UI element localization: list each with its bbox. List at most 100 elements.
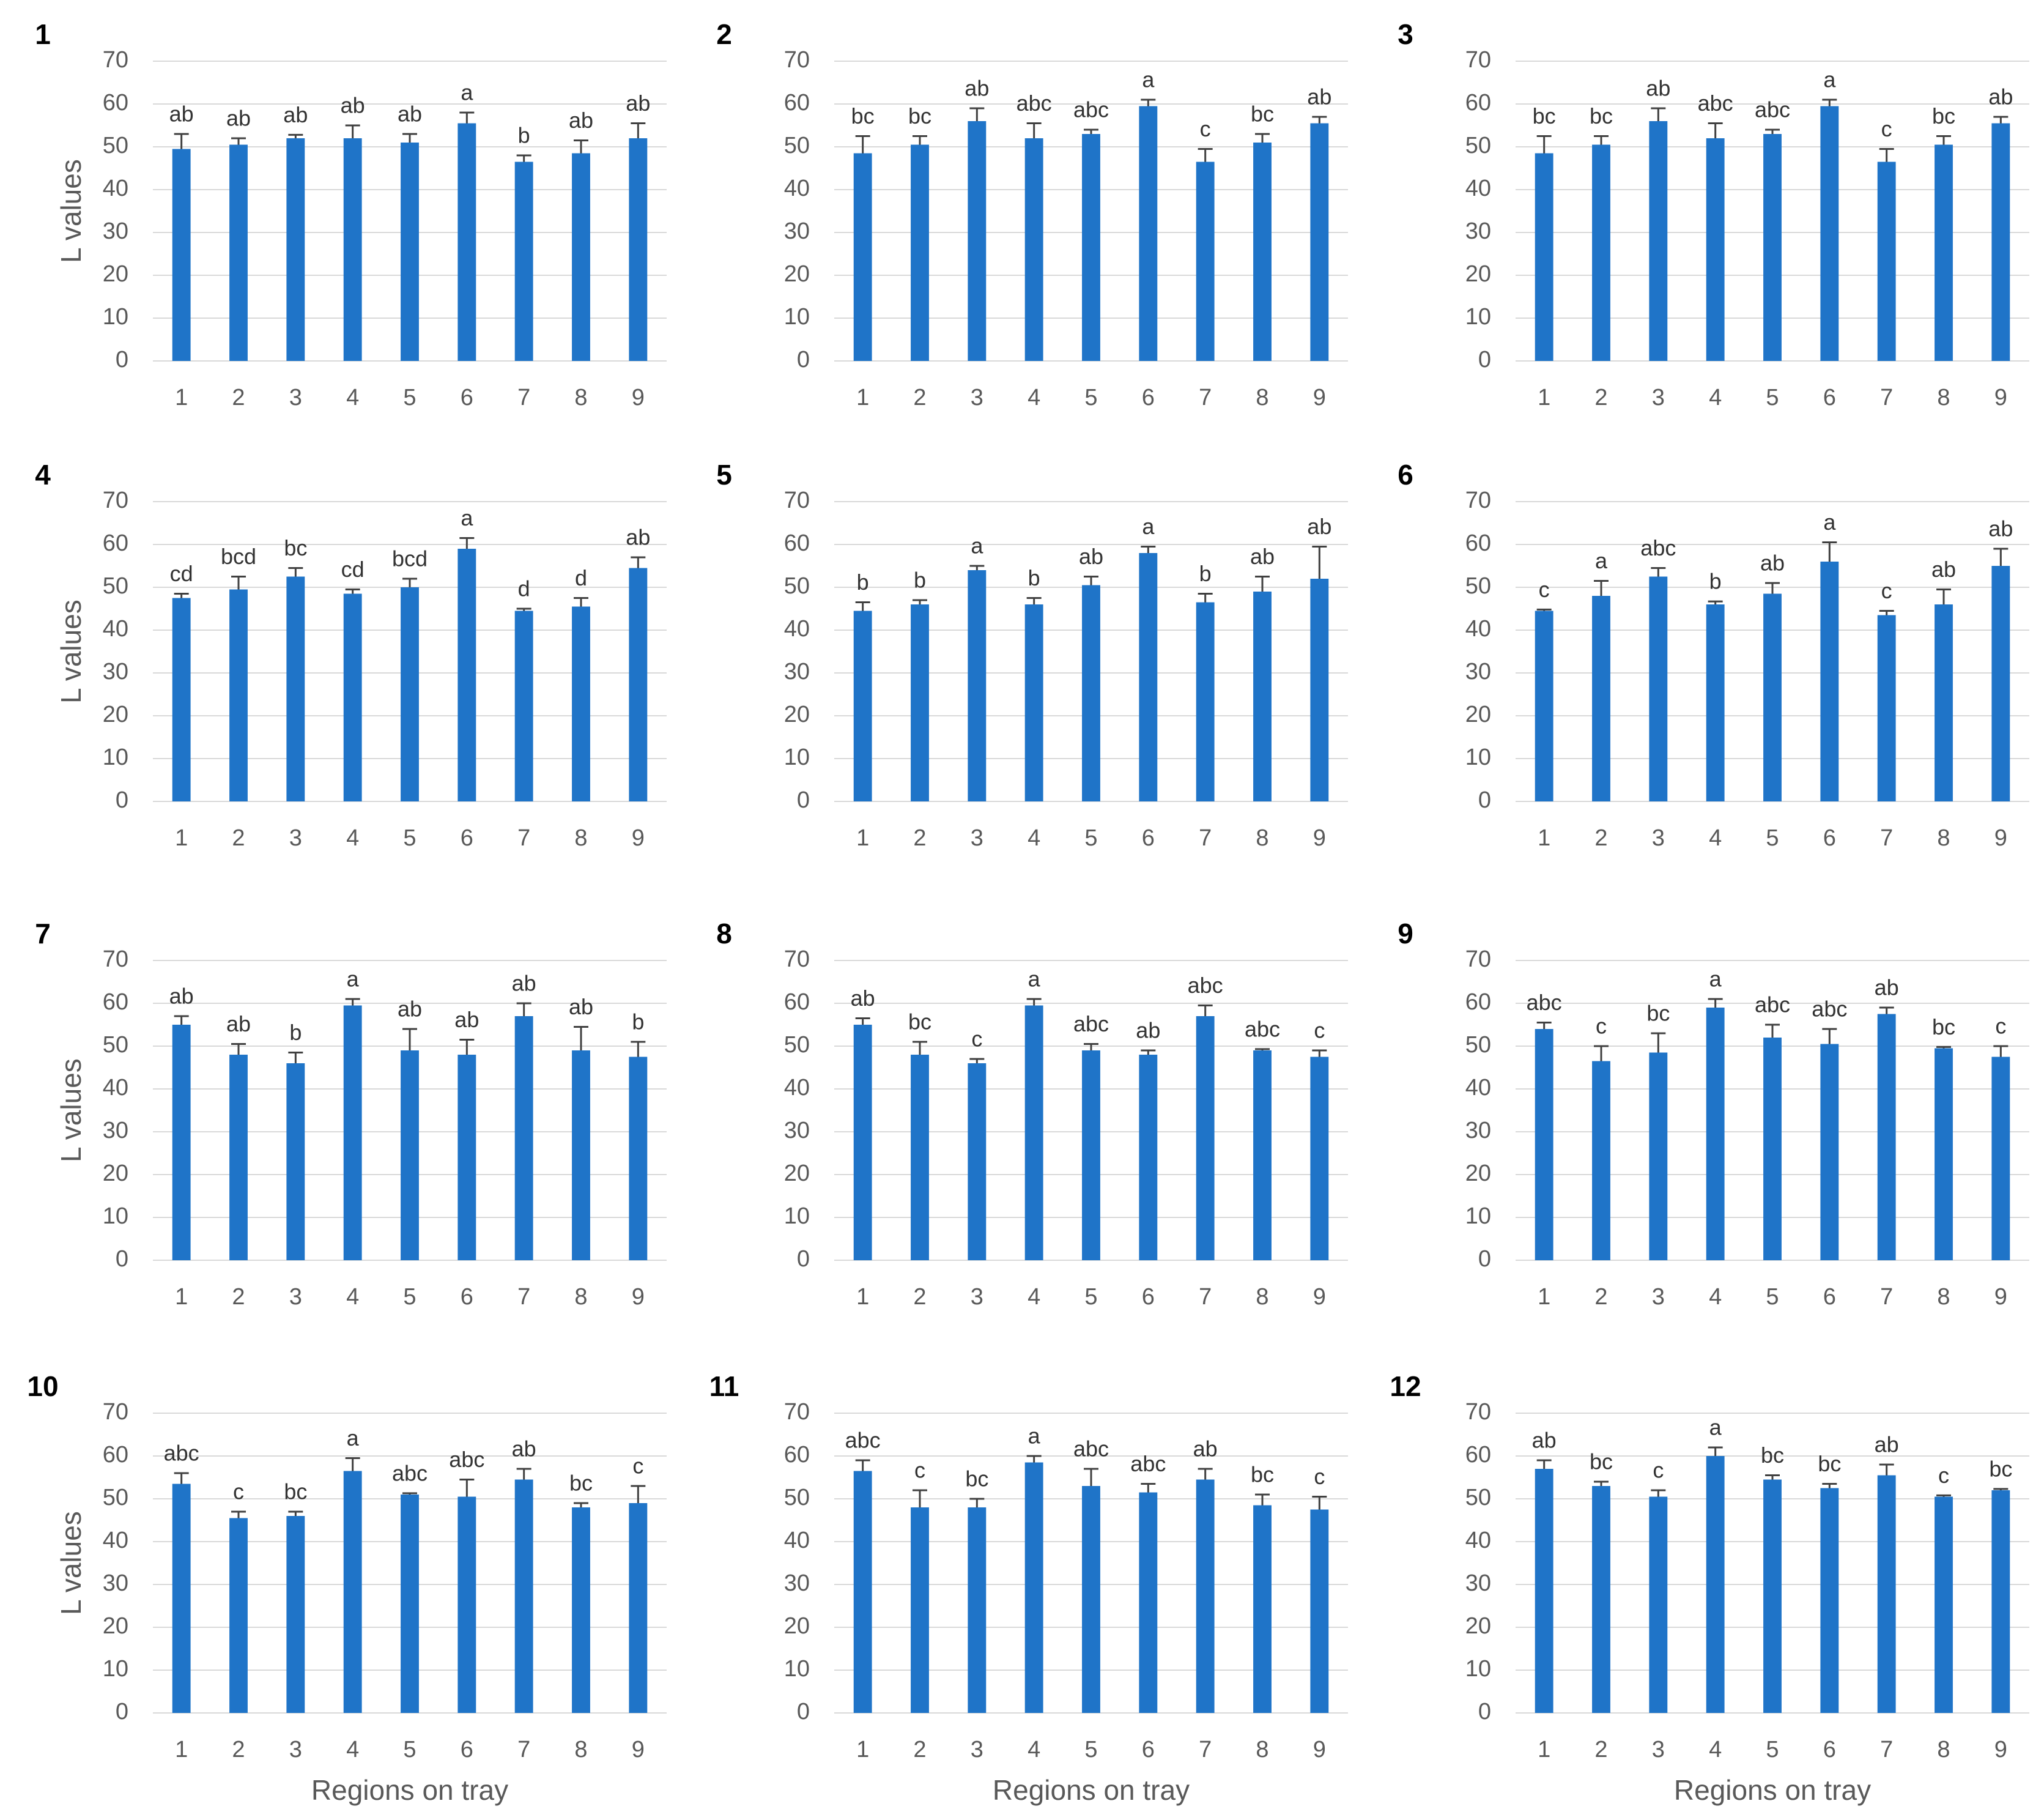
bar [1935, 1496, 1953, 1713]
significance-letter: bc [1761, 1443, 1784, 1468]
significance-letter: a [1823, 510, 1836, 535]
bar [343, 1005, 362, 1260]
y-tick-label: 0 [1478, 1246, 1491, 1272]
bar [401, 587, 419, 801]
bar [1763, 134, 1782, 361]
y-tick-label: 70 [1465, 1399, 1491, 1425]
x-tick-label: 9 [1313, 825, 1326, 851]
y-tick-label: 40 [784, 1075, 810, 1101]
significance-letter: bc [1932, 1014, 1955, 1039]
significance-letter: ab [283, 102, 308, 127]
significance-letter: c [1314, 1464, 1325, 1489]
significance-letter: ab [1875, 975, 1899, 1000]
x-tick-label: 2 [1594, 825, 1607, 851]
x-tick-label: 9 [1994, 1284, 2007, 1310]
x-tick-label: 8 [574, 1284, 587, 1310]
panel-title: 1 [35, 18, 51, 50]
significance-letter: ab [1988, 516, 2013, 541]
y-axis-label: L values [55, 1058, 87, 1162]
bar [343, 138, 362, 361]
y-tick-label: 40 [784, 616, 810, 642]
y-tick-label: 50 [784, 1032, 810, 1058]
bar [514, 611, 533, 801]
significance-letter: b [1028, 565, 1040, 590]
significance-letter: ab [512, 971, 536, 996]
y-tick-label: 50 [1465, 133, 1491, 158]
x-tick-label: 4 [1709, 1284, 1722, 1310]
y-tick-label: 40 [1465, 176, 1491, 201]
bar [1139, 106, 1158, 361]
x-tick-label: 5 [403, 1284, 416, 1310]
x-tick-label: 9 [1313, 1284, 1326, 1310]
significance-letter: bc [1646, 1001, 1670, 1026]
x-axis-label: Regions on tray [1674, 1774, 1871, 1806]
significance-letter: abc [392, 1460, 428, 1485]
significance-letter: bc [908, 103, 931, 128]
x-tick-label: 9 [632, 825, 645, 851]
x-tick-label: 7 [1880, 825, 1893, 851]
y-tick-label: 30 [784, 218, 810, 244]
x-tick-label: 7 [1199, 1284, 1212, 1310]
y-tick-label: 20 [103, 261, 128, 287]
significance-letter: ab [169, 102, 194, 127]
y-axis-label: L values [55, 159, 87, 263]
significance-letter: ab [1250, 544, 1275, 569]
x-tick-label: 7 [1880, 385, 1893, 410]
x-tick-label: 2 [913, 1737, 926, 1762]
y-tick-label: 70 [1465, 488, 1491, 513]
x-tick-label: 1 [856, 825, 869, 851]
bar [457, 549, 476, 801]
x-tick-label: 9 [632, 1284, 645, 1310]
bar [853, 611, 872, 801]
y-tick-label: 20 [784, 261, 810, 287]
y-tick-label: 0 [797, 787, 810, 813]
x-tick-label: 4 [346, 385, 359, 410]
significance-letter: ab [1760, 551, 1785, 576]
bar [1820, 106, 1839, 361]
bar [1024, 1462, 1043, 1713]
significance-letter: bcd [221, 544, 256, 569]
significance-letter: c [1881, 116, 1892, 141]
bar [172, 149, 191, 361]
y-tick-label: 20 [1465, 261, 1491, 287]
x-tick-label: 2 [232, 825, 245, 851]
y-tick-label: 10 [1465, 745, 1491, 770]
x-tick-label: 7 [1880, 1284, 1893, 1310]
x-tick-label: 9 [1994, 385, 2007, 410]
x-tick-label: 7 [517, 1284, 530, 1310]
y-tick-label: 70 [784, 1399, 810, 1425]
significance-letter: ab [226, 106, 251, 131]
significance-letter: abc [1073, 1011, 1109, 1036]
y-tick-label: 70 [103, 1399, 128, 1425]
panel-title: 4 [35, 459, 51, 491]
bar [1253, 1050, 1272, 1260]
panel-title: 9 [1398, 918, 1413, 949]
bar [514, 1479, 533, 1713]
significance-letter: ab [965, 76, 989, 101]
x-tick-label: 5 [1084, 1737, 1097, 1762]
significance-letter: ab [1875, 1432, 1899, 1457]
x-tick-label: 6 [461, 385, 473, 410]
x-tick-label: 1 [856, 1737, 869, 1762]
x-tick-label: 4 [1709, 825, 1722, 851]
y-tick-label: 50 [103, 1032, 128, 1058]
y-tick-label: 60 [103, 1442, 128, 1468]
y-tick-label: 60 [103, 90, 128, 116]
x-tick-label: 3 [289, 385, 302, 410]
significance-letter: bc [1818, 1451, 1841, 1476]
bar [1592, 1486, 1610, 1713]
x-tick-label: 7 [517, 825, 530, 851]
significance-letter: ab [1193, 1436, 1218, 1462]
significance-letter: ab [226, 1011, 251, 1036]
y-tick-label: 20 [1465, 1161, 1491, 1186]
y-tick-label: 60 [1465, 90, 1491, 116]
y-tick-label: 40 [103, 176, 128, 201]
x-tick-label: 6 [1142, 385, 1155, 410]
bar [172, 598, 191, 801]
significance-letter: cd [170, 561, 193, 586]
significance-letter: c [1938, 1463, 1949, 1488]
significance-letter: abc [1755, 97, 1790, 122]
x-tick-label: 7 [517, 385, 530, 410]
bar [1310, 123, 1329, 361]
